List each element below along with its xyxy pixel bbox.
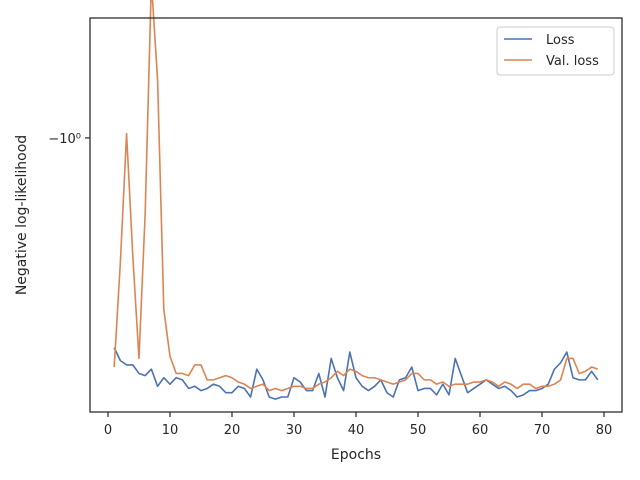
legend-label-loss: Loss: [546, 33, 575, 48]
x-tick-label: 30: [286, 423, 303, 438]
series-layer: [113, 0, 599, 400]
series-line-loss: [113, 347, 599, 400]
x-tick-label: 0: [104, 423, 112, 438]
y-tick-label: −10⁰: [48, 132, 81, 147]
x-axis-ticks: 0 10 20 30 40 50 60 70 80: [104, 412, 612, 438]
x-tick-label: 20: [224, 423, 241, 438]
x-tick-label: 80: [596, 423, 613, 438]
x-tick-label: 70: [534, 423, 551, 438]
legend: Loss Val. loss: [496, 26, 615, 76]
x-tick-label: 40: [348, 423, 365, 438]
y-axis-label: Negative log-likelihood: [14, 135, 30, 295]
series-line-val-loss: [113, 0, 599, 392]
x-axis-label: Epochs: [331, 447, 381, 463]
x-tick-label: 60: [472, 423, 489, 438]
x-tick-label: 10: [162, 423, 179, 438]
legend-label-val-loss: Val. loss: [546, 54, 599, 69]
y-axis-ticks: −10⁰: [48, 132, 90, 147]
x-tick-label: 50: [410, 423, 427, 438]
